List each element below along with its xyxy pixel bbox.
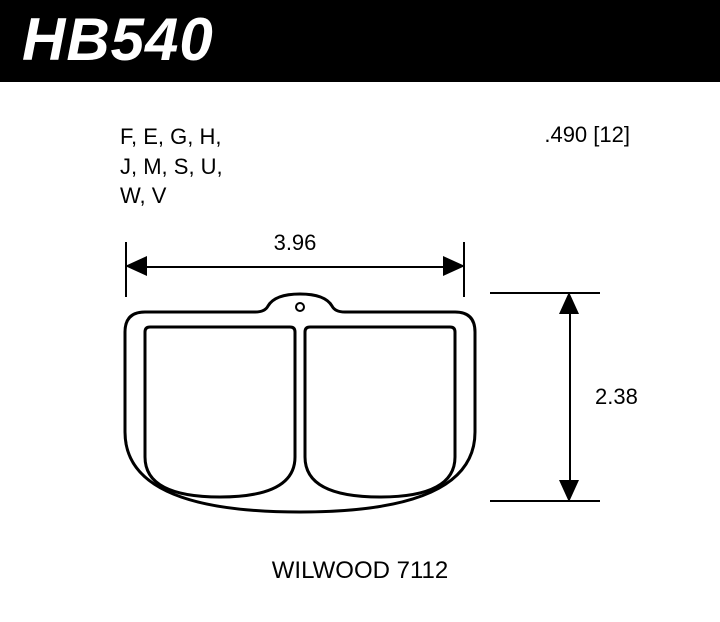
width-dimension: 3.96: [125, 252, 465, 282]
brake-pad-outline: [100, 287, 500, 517]
arrow-down-icon: [559, 480, 579, 502]
compound-codes: F, E, G, H, J, M, S, U, W, V: [120, 122, 223, 211]
dimension-line: [569, 302, 571, 492]
arrow-right-icon: [443, 256, 465, 276]
part-number: HB540: [22, 5, 214, 74]
diagram-content: F, E, G, H, J, M, S, U, W, V .490 [12] 3…: [0, 82, 720, 622]
product-label: WILWOOD 7112: [0, 557, 720, 585]
compound-line-2: J, M, S, U,: [120, 152, 223, 182]
thickness-mm: [12]: [593, 122, 630, 147]
header-bar: HB540: [0, 0, 720, 78]
thickness-inches: .490: [544, 122, 587, 147]
height-dimension: 2.38: [555, 292, 585, 502]
compound-line-3: W, V: [120, 181, 223, 211]
thickness-spec: .490 [12]: [544, 122, 630, 148]
width-value: 3.96: [265, 230, 325, 256]
dimension-line: [135, 266, 455, 268]
compound-line-1: F, E, G, H,: [120, 122, 223, 152]
height-value: 2.38: [595, 384, 638, 410]
